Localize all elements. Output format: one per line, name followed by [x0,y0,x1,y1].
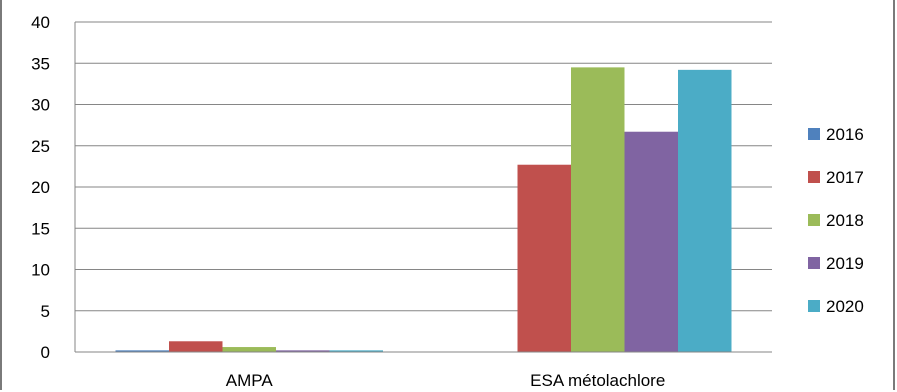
x-axis-category-labels: AMPA ESA métolachlore [226,371,666,390]
y-tick-label: 15 [31,219,50,238]
legend-swatch-2017 [808,171,820,183]
bar-2017 [517,164,571,352]
legend-label: 2017 [826,168,864,187]
bar-series [115,67,732,352]
bar-2018 [571,67,625,352]
bar-2019 [276,350,330,352]
bar-2020 [329,350,383,352]
axes [74,22,772,353]
bar-2020 [678,69,732,352]
y-tick-label: 5 [41,302,50,321]
legend-label: 2018 [826,211,864,230]
y-tick-label: 0 [41,343,50,362]
y-tick-label: 20 [31,178,50,197]
legend-label: 2019 [826,254,864,273]
y-tick-label: 10 [31,261,50,280]
bar-2016 [115,350,169,352]
legend-label: 2016 [826,125,864,144]
x-category-label: AMPA [226,371,274,390]
y-tick-label: 40 [31,13,50,32]
bar-2018 [222,347,276,352]
legend-swatch-2016 [808,128,820,140]
legend-swatch-2020 [808,300,820,312]
y-tick-label: 30 [31,96,50,115]
bar-2017 [169,341,223,352]
bar-2019 [624,131,678,352]
y-axis-tick-labels: 0 5 10 15 20 25 30 35 40 [31,13,50,362]
legend-label: 2020 [826,297,864,316]
x-category-label: ESA métolachlore [530,371,665,390]
legend: 2016 2017 2018 2019 2020 [808,125,864,316]
y-tick-label: 35 [31,54,50,73]
legend-swatch-2018 [808,214,820,226]
y-tick-label: 25 [31,137,50,156]
legend-swatch-2019 [808,257,820,269]
